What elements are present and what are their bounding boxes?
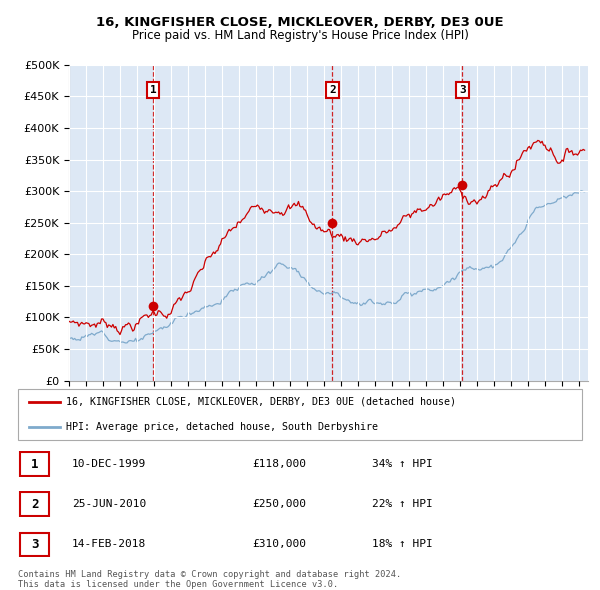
Text: HPI: Average price, detached house, South Derbyshire: HPI: Average price, detached house, Sout…: [66, 422, 378, 432]
FancyBboxPatch shape: [20, 533, 49, 556]
Text: This data is licensed under the Open Government Licence v3.0.: This data is licensed under the Open Gov…: [18, 579, 338, 589]
Text: Price paid vs. HM Land Registry's House Price Index (HPI): Price paid vs. HM Land Registry's House …: [131, 29, 469, 42]
Text: 3: 3: [459, 85, 466, 95]
Text: 22% ↑ HPI: 22% ↑ HPI: [372, 499, 433, 509]
Text: £250,000: £250,000: [252, 499, 306, 509]
FancyBboxPatch shape: [20, 493, 49, 516]
Text: £310,000: £310,000: [252, 539, 306, 549]
Text: 14-FEB-2018: 14-FEB-2018: [72, 539, 146, 549]
Text: 2: 2: [329, 85, 336, 95]
FancyBboxPatch shape: [18, 389, 582, 440]
Text: 1: 1: [31, 457, 38, 471]
FancyBboxPatch shape: [20, 453, 49, 476]
Text: 16, KINGFISHER CLOSE, MICKLEOVER, DERBY, DE3 0UE: 16, KINGFISHER CLOSE, MICKLEOVER, DERBY,…: [96, 16, 504, 29]
Text: 10-DEC-1999: 10-DEC-1999: [72, 459, 146, 469]
Text: 25-JUN-2010: 25-JUN-2010: [72, 499, 146, 509]
Text: 1: 1: [149, 85, 157, 95]
Text: £118,000: £118,000: [252, 459, 306, 469]
Text: 3: 3: [31, 537, 38, 551]
Text: 34% ↑ HPI: 34% ↑ HPI: [372, 459, 433, 469]
Text: 16, KINGFISHER CLOSE, MICKLEOVER, DERBY, DE3 0UE (detached house): 16, KINGFISHER CLOSE, MICKLEOVER, DERBY,…: [66, 397, 456, 407]
Text: 18% ↑ HPI: 18% ↑ HPI: [372, 539, 433, 549]
Text: Contains HM Land Registry data © Crown copyright and database right 2024.: Contains HM Land Registry data © Crown c…: [18, 570, 401, 579]
Text: 2: 2: [31, 497, 38, 511]
